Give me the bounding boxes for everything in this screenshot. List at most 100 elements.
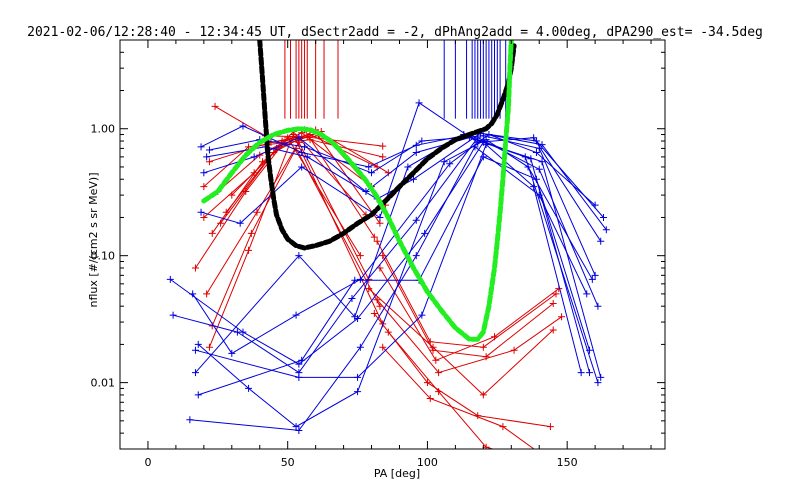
y-tick-label: 0.01 — [91, 377, 116, 390]
blue-data-point — [295, 134, 303, 142]
blue-data-point — [594, 302, 602, 310]
red-data-point — [558, 313, 566, 321]
blue-data-point — [532, 137, 540, 145]
red-data-point — [306, 136, 314, 144]
blue-data-point — [362, 188, 370, 196]
x-tick-label: 0 — [144, 456, 151, 469]
blue-data-point — [532, 175, 540, 183]
blue-data-point — [586, 346, 594, 354]
blue-data-point — [351, 313, 359, 321]
blue-data-point — [351, 276, 359, 284]
blue-series-line — [197, 139, 593, 428]
blue-data-point — [191, 369, 199, 377]
red-data-point — [423, 379, 431, 387]
blue-data-point — [418, 137, 426, 145]
red-data-point — [479, 343, 487, 351]
blue-data-point — [356, 275, 364, 283]
red-data-point — [549, 326, 557, 334]
blue-data-point — [233, 328, 241, 336]
red-series-line — [382, 255, 554, 358]
blue-data-point — [292, 311, 300, 319]
blue-series-line — [200, 102, 602, 242]
red-data-point — [384, 328, 392, 336]
blue-data-point — [404, 163, 412, 171]
curves-layer — [201, 40, 517, 342]
red-data-point — [435, 388, 443, 396]
plot-frame — [119, 39, 666, 450]
blue-data-point — [446, 160, 454, 168]
red-data-point — [491, 333, 499, 341]
blue-data-point — [197, 208, 205, 216]
red-data-point — [203, 290, 211, 298]
red-data-point — [289, 131, 297, 139]
red-data-point — [482, 353, 490, 361]
red-data-point — [200, 213, 208, 221]
blue-data-point — [412, 148, 420, 156]
red-data-point — [536, 449, 543, 456]
blue-data-point — [295, 426, 303, 434]
red-data-point — [370, 233, 378, 241]
blue-data-point — [415, 99, 423, 107]
red-series-line — [382, 346, 535, 449]
blue-data-point — [594, 379, 602, 387]
blue-data-point — [228, 349, 236, 357]
red-data-point — [205, 343, 213, 351]
blue-data-point — [197, 143, 205, 151]
red-data-point — [245, 246, 253, 254]
blue-data-point — [521, 153, 529, 161]
axes — [119, 39, 666, 450]
red-series-line — [195, 136, 361, 269]
red-data-point — [527, 456, 534, 463]
blue-data-point — [418, 311, 426, 319]
blue-data-point — [194, 391, 202, 399]
blue-series-line — [200, 125, 607, 231]
red-data-point — [247, 229, 255, 237]
red-series-line — [214, 105, 383, 147]
red-series-line — [376, 240, 557, 348]
blue-data-point — [236, 219, 244, 227]
red-data-point — [426, 394, 434, 402]
red-data-point — [432, 356, 440, 364]
red-data-point — [211, 102, 219, 110]
y-axis-label: nflux [#/(cm2 s sr MeV)] — [87, 173, 100, 308]
blue-data-point — [535, 165, 543, 173]
blue-data-point — [412, 141, 420, 149]
blue-data-point — [194, 340, 202, 348]
red-data-point — [365, 285, 373, 293]
x-tick-label: 150 — [557, 456, 578, 469]
blue-data-point — [348, 294, 356, 302]
red-series-line — [379, 267, 560, 361]
blue-data-point — [298, 163, 306, 171]
red-data-point — [356, 252, 364, 260]
blue-series-line — [192, 133, 596, 355]
x-tick-label: 100 — [417, 456, 438, 469]
blue-data-point — [440, 158, 448, 166]
red-data-point — [499, 423, 507, 431]
blue-data-point — [203, 153, 211, 161]
x-axis-label: PA [deg] — [374, 467, 420, 480]
ticks: 0 50 100 150 0.01 0.10 1.00 — [91, 39, 665, 469]
blue-data-point — [365, 163, 373, 171]
blue-data-point — [300, 143, 308, 151]
red-series-line — [368, 288, 554, 396]
blue-data-point — [292, 423, 300, 431]
blue-data-point — [368, 169, 376, 177]
blue-series-line — [189, 146, 588, 431]
blue-data-point — [591, 271, 599, 279]
red-data-point — [191, 264, 199, 272]
blue-data-point — [479, 153, 487, 161]
red-data-point — [435, 369, 443, 377]
blue-data-point — [354, 373, 362, 381]
blue-data-point — [250, 153, 258, 161]
red-data-point — [379, 142, 387, 150]
red-data-point — [379, 343, 387, 351]
red-data-point — [379, 252, 387, 260]
red-data-point — [549, 300, 557, 308]
blue-series-line — [170, 141, 602, 378]
red-data-point — [552, 290, 560, 298]
blue-data-point — [186, 416, 194, 424]
red-series-line — [376, 299, 562, 374]
blue-data-point — [577, 369, 585, 377]
series-layer — [166, 99, 610, 463]
